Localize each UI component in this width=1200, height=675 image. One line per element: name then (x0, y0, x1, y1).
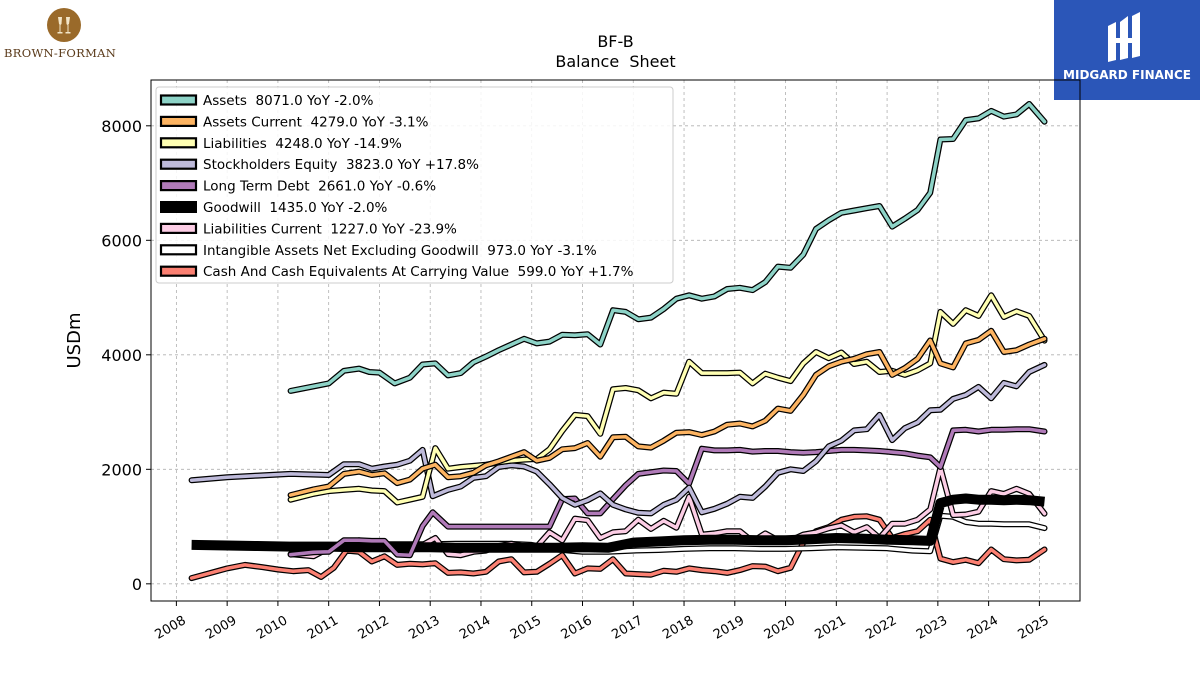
legend-swatch (159, 180, 198, 192)
legend-label: Liabilities Current 1227.0 YoY -23.9% (203, 221, 457, 237)
y-axis-ticks: 0 2000 4000 6000 8000 (101, 117, 151, 594)
x-tick-label: 2020 (762, 613, 798, 643)
x-tick-label: 2018 (660, 613, 696, 643)
legend-swatch (159, 94, 198, 106)
legend: Assets 8071.0 YoY -2.0% Assets Current 42… (155, 86, 674, 284)
brown-forman-logo-text: BROWN-FORMAN (4, 46, 117, 60)
x-tick-label: 2025 (1016, 613, 1052, 643)
x-tick-label: 2016 (559, 613, 595, 643)
legend-box (155, 86, 674, 284)
series-line-2 (288, 329, 1047, 497)
x-tick-label: 2024 (965, 613, 1001, 643)
y-tick-label: 2000 (101, 460, 142, 479)
x-tick-label: 2013 (406, 613, 442, 643)
legend-swatch (159, 115, 198, 128)
plot-frame (150, 79, 1081, 602)
legend-label: Long Term Debt 2661.0 YoY -0.6% (203, 179, 436, 195)
x-tick-label: 2023 (914, 613, 950, 643)
legend-swatch (159, 244, 198, 256)
legend-swatch (159, 222, 198, 234)
series-line-4 (189, 363, 1047, 516)
brown-forman-glasses-logo-icon (47, 8, 81, 42)
y-tick-label: 4000 (101, 346, 142, 365)
y-tick-label: 8000 (101, 117, 142, 136)
legend-label: Assets Current 4279.0 YoY -3.1% (203, 114, 429, 130)
x-tick-label: 2010 (254, 613, 290, 643)
series-line-7 (288, 465, 1047, 559)
y-tick-label: 0 (132, 575, 142, 594)
legend-swatch (159, 158, 198, 170)
series-lines (188, 101, 1048, 582)
x-tick-label: 2019 (711, 613, 747, 643)
legend-label: Stockholders Equity 3823.0 YoY +17.8% (203, 157, 479, 173)
series-line-6 (191, 493, 1045, 553)
legend-swatch (159, 137, 198, 149)
legend-swatch (159, 265, 198, 277)
x-tick-label: 2008 (153, 613, 189, 643)
y-axis-label: USDm (64, 313, 85, 369)
series-line-5 (288, 427, 1047, 557)
legend-label: Liabilities 4248.0 YoY -14.9% (203, 136, 402, 152)
series-line-1 (288, 102, 1047, 393)
legend-label: Assets 8071.0 YoY -2.0% (203, 93, 374, 109)
x-tick-label: 2021 (812, 613, 848, 643)
x-tick-label: 2011 (305, 613, 341, 643)
legend-swatch (160, 201, 197, 213)
legend-label: Goodwill 1435.0 YoY -2.0% (203, 200, 388, 216)
x-tick-label: 2015 (508, 613, 544, 643)
x-tick-label: 2012 (356, 613, 392, 643)
legend-label: Intangible Assets Net Excluding Goodwill… (203, 243, 597, 259)
chart-title: BF-B (597, 32, 633, 51)
midgard-finance-logo: MIDGARD FINANCE (1054, 0, 1200, 100)
chart-subtitle: Balance Sheet (555, 52, 675, 71)
midgard-finance-logo-text: MIDGARD FINANCE (1063, 68, 1191, 82)
legend-label: Cash And Cash Equivalents At Carrying Va… (203, 264, 634, 280)
midgard-finance-logo-icon (1104, 10, 1150, 64)
x-tick-label: 2017 (609, 613, 645, 643)
y-tick-label: 6000 (101, 231, 142, 250)
x-tick-label: 2009 (203, 613, 239, 643)
x-tick-label: 2022 (863, 613, 899, 643)
series-line-9 (189, 514, 1047, 580)
x-tick-label: 2014 (457, 613, 493, 643)
x-axis-ticks: 2008 2009 2010 2011 2012 2013 2014 2015 2016 2017… (153, 601, 1052, 643)
brown-forman-logo: BROWN-FORMAN (0, 4, 128, 64)
